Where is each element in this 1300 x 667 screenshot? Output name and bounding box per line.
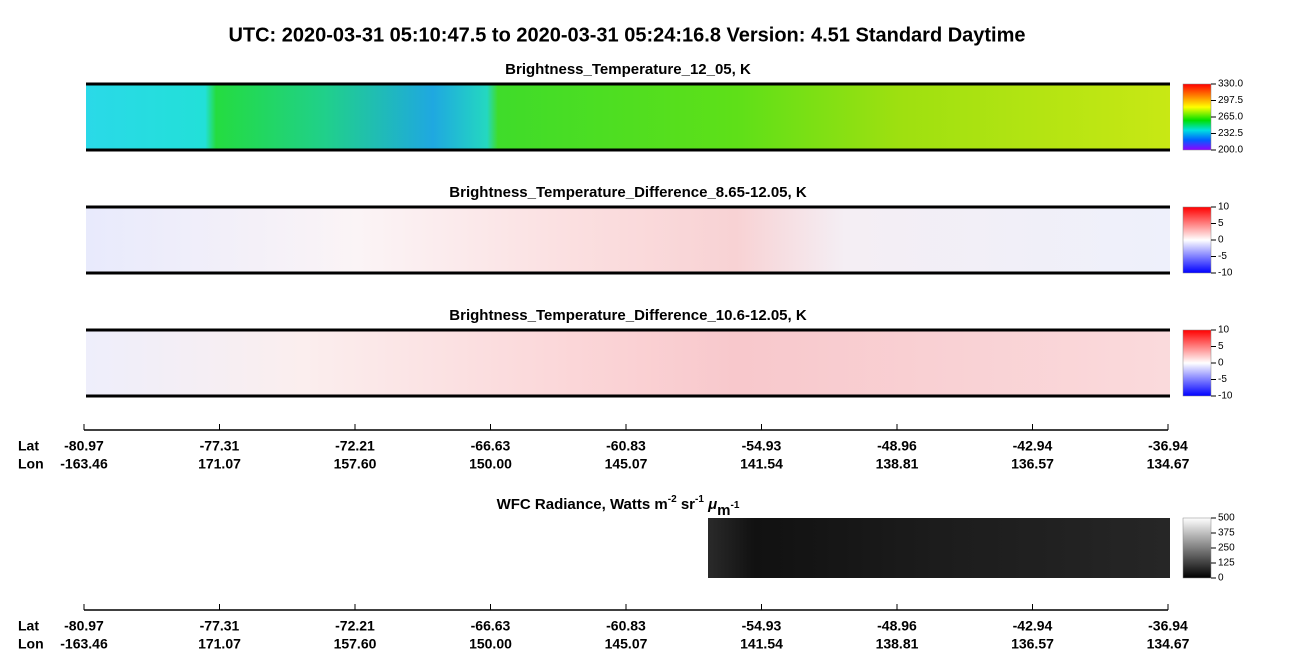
panel-title: Brightness_Temperature_12_05, K	[505, 61, 751, 78]
lat-label: -72.21	[335, 618, 375, 634]
lat-label: -42.94	[1013, 618, 1053, 634]
lat-label: -36.94	[1148, 438, 1188, 454]
panel-title: Brightness_Temperature_Difference_10.6-1…	[449, 307, 807, 324]
axis-label: Lon	[18, 456, 44, 472]
title-part: WFC Radiance, Watts m	[497, 496, 668, 513]
colorbar-label: 200.0	[1218, 145, 1243, 156]
lon-label: 138.81	[876, 636, 919, 652]
lat-label: -77.31	[200, 438, 240, 454]
colorbar-label: 10	[1218, 202, 1230, 213]
lon-label: 145.07	[605, 636, 648, 652]
image	[86, 207, 1170, 273]
title-part: sr	[677, 496, 696, 513]
colorbar-label: 297.5	[1218, 95, 1243, 106]
lon-label: 157.60	[334, 636, 377, 652]
lon-label: -163.46	[60, 636, 108, 652]
panel-title: WFC Radiance, Watts m-2 sr-1 μm-1	[497, 494, 740, 519]
lon-label: 145.07	[605, 456, 648, 472]
lon-label: 136.57	[1011, 456, 1054, 472]
lat-label: -48.96	[877, 438, 917, 454]
lat-label: -66.63	[471, 618, 511, 634]
colorbar-label: -5	[1218, 374, 1227, 385]
colorbar	[1182, 83, 1212, 151]
lat-label: -80.97	[64, 438, 104, 454]
lat-label: -60.83	[606, 618, 646, 634]
colorbar	[1182, 329, 1212, 397]
lon-label: 171.07	[198, 456, 241, 472]
colorbar-label: 0	[1218, 573, 1224, 584]
lon-label: 157.60	[334, 456, 377, 472]
colorbar-label: -10	[1218, 391, 1233, 402]
lat-label: -66.63	[471, 438, 511, 454]
colorbar-label: 265.0	[1218, 112, 1243, 123]
image	[86, 84, 1170, 150]
lon-label: 171.07	[198, 636, 241, 652]
lat-label: -72.21	[335, 438, 375, 454]
colorbar	[1182, 517, 1212, 579]
colorbar-label: 0	[1218, 235, 1224, 246]
image	[86, 330, 1170, 396]
colorbar-label: 500	[1218, 513, 1235, 524]
title-part: μ	[704, 496, 717, 513]
title-part: -1	[695, 494, 704, 505]
title-part: m	[717, 502, 730, 519]
colorbar-label: 125	[1218, 558, 1235, 569]
lat-label: -54.93	[742, 618, 782, 634]
colorbar-label: 250	[1218, 543, 1235, 554]
colorbar-label: 375	[1218, 528, 1235, 539]
axis-label: Lat	[18, 438, 39, 454]
colorbar	[1182, 206, 1212, 274]
page-title: UTC: 2020-03-31 05:10:47.5 to 2020-03-31…	[228, 24, 1025, 46]
colorbar-label: -5	[1218, 251, 1227, 262]
lat-label: -36.94	[1148, 618, 1188, 634]
lon-label: 134.67	[1147, 456, 1190, 472]
lat-label: -77.31	[200, 618, 240, 634]
panel-title: Brightness_Temperature_Difference_8.65-1…	[449, 184, 807, 201]
axis-label: Lon	[18, 636, 44, 652]
colorbar-label: 330.0	[1218, 79, 1243, 90]
lat-label: -80.97	[64, 618, 104, 634]
lon-label: -163.46	[60, 456, 108, 472]
lat-label: -54.93	[742, 438, 782, 454]
lon-label: 136.57	[1011, 636, 1054, 652]
title-part: -1	[730, 500, 739, 511]
lat-label: -60.83	[606, 438, 646, 454]
colorbar-label: 10	[1218, 325, 1230, 336]
colorbar-label: 5	[1218, 341, 1224, 352]
lat-label: -48.96	[877, 618, 917, 634]
lon-label: 141.54	[740, 456, 783, 472]
lat-label: -42.94	[1013, 438, 1053, 454]
colorbar-label: 0	[1218, 358, 1224, 369]
colorbar-label: 5	[1218, 218, 1224, 229]
image	[708, 518, 1170, 578]
lon-label: 138.81	[876, 456, 919, 472]
lon-label: 150.00	[469, 636, 512, 652]
colorbar-label: 232.5	[1218, 128, 1243, 139]
axis-label: Lat	[18, 618, 39, 634]
colorbar-label: -10	[1218, 268, 1233, 279]
lon-label: 150.00	[469, 456, 512, 472]
lon-label: 134.67	[1147, 636, 1190, 652]
title-part: -2	[668, 494, 677, 505]
lon-label: 141.54	[740, 636, 783, 652]
